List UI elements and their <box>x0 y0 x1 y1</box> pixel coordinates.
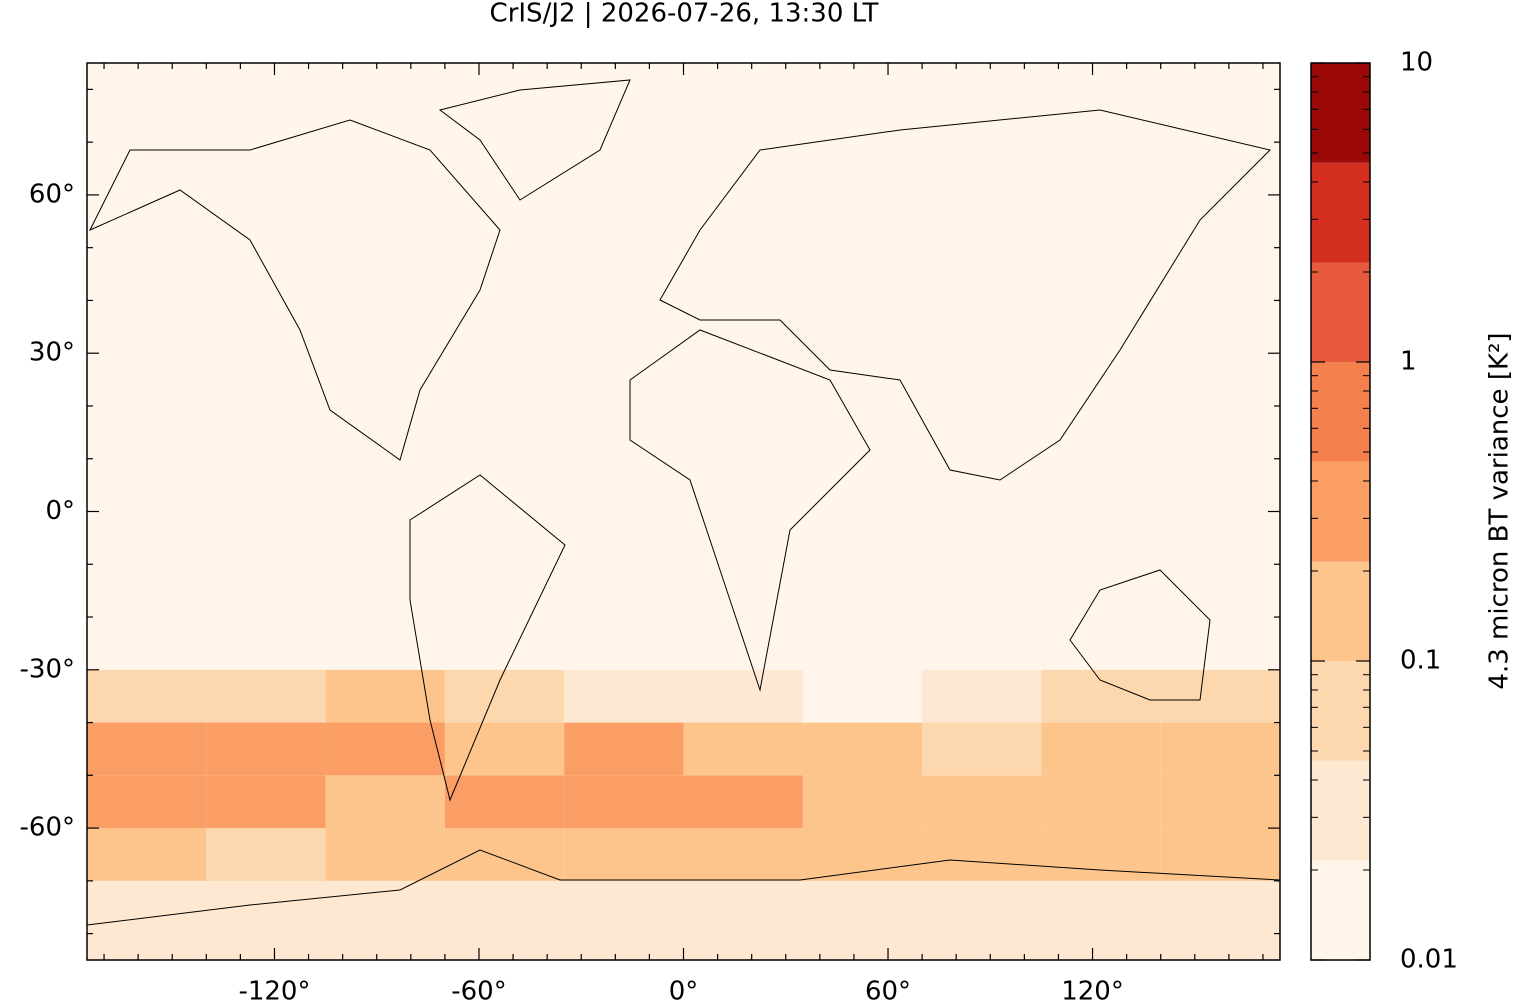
colorbar-band <box>1311 162 1370 263</box>
field-cell <box>683 722 803 776</box>
field-cell <box>87 669 207 723</box>
field-cell <box>444 775 565 829</box>
field-cell <box>564 828 684 881</box>
colorbar-band <box>1311 760 1370 861</box>
field-cell <box>206 880 326 960</box>
x-tick-label: -60° <box>451 977 506 1002</box>
colorbar-tick-label: 1 <box>1400 347 1417 377</box>
field-cell <box>1041 669 1161 723</box>
field-cell <box>325 722 445 776</box>
field-cell <box>206 669 326 723</box>
field-cell <box>87 775 207 829</box>
colorbar-tick-label: 10 <box>1400 48 1433 78</box>
field-cell <box>802 828 923 881</box>
field-cell <box>683 828 803 881</box>
field-cell <box>802 63 923 670</box>
field-cell <box>564 722 684 776</box>
field-cell <box>444 828 565 881</box>
field-cell <box>325 828 445 881</box>
colorbar-band <box>1311 561 1370 661</box>
field-cell <box>802 669 923 723</box>
field-cell <box>564 775 684 829</box>
colorbar-band <box>1311 362 1370 462</box>
field-cell <box>922 828 1042 881</box>
antarctica <box>86 849 1281 926</box>
field-cell <box>444 880 565 960</box>
field-cell <box>444 669 565 723</box>
y-tick-label: 0° <box>45 496 75 526</box>
eurasia <box>659 109 1271 481</box>
field-cell <box>1041 722 1161 776</box>
australia <box>1069 569 1211 701</box>
field-cell <box>1041 63 1161 670</box>
x-tick-label: 60° <box>865 977 911 1002</box>
field-cell <box>325 775 445 829</box>
field-cell <box>683 63 803 670</box>
field-cell <box>206 775 326 829</box>
field-cell <box>1160 828 1280 881</box>
field-cell <box>922 775 1042 829</box>
field-cell <box>206 63 326 670</box>
field-cell <box>802 722 923 776</box>
field-cell <box>1041 828 1161 881</box>
y-tick-label: -60° <box>20 813 75 843</box>
field-cell <box>564 880 684 960</box>
field-cell <box>87 880 207 960</box>
colorbar-band <box>1311 461 1370 562</box>
colorbar-band <box>1311 262 1370 362</box>
field-cell <box>683 669 803 723</box>
y-tick-label: 60° <box>29 179 75 209</box>
africa <box>629 329 871 692</box>
field-cell <box>325 880 445 960</box>
field-cell <box>922 63 1042 670</box>
field-cell <box>1041 775 1161 829</box>
colorbar-band <box>1311 63 1370 163</box>
field-cell <box>1160 63 1280 670</box>
field-cell <box>802 880 923 960</box>
colorbar: 0.01 0.1 1 10 <box>1311 48 1458 975</box>
field-cell <box>1041 880 1161 960</box>
field-cell <box>325 669 445 723</box>
colorbar-frame <box>1310 62 1371 961</box>
field-cell <box>922 722 1042 776</box>
field-cell <box>87 63 207 670</box>
x-tick-label: -120° <box>238 977 310 1002</box>
field-cell <box>1160 880 1280 960</box>
colorbar-band <box>1311 661 1370 761</box>
field-cell <box>325 63 445 670</box>
colorbar-band <box>1311 860 1370 960</box>
field-cell <box>683 880 803 960</box>
y-tick-label: 30° <box>29 338 75 368</box>
x-tick-label: 120° <box>1061 977 1124 1002</box>
axes: -120° -60° 0° 60° 120° -60° -30° 0° 30° 60° <box>20 63 1280 1002</box>
y-tick-label: -30° <box>20 654 75 684</box>
field-cell <box>87 828 207 881</box>
south-america <box>409 474 566 802</box>
field-cell <box>87 722 207 776</box>
field-cell <box>444 722 565 776</box>
field-cell <box>206 828 326 881</box>
field-cell <box>1160 722 1280 776</box>
field-cell <box>922 669 1042 723</box>
colorbar-label: 4.3 micron BT variance [K²] <box>1485 332 1515 689</box>
colorbar-tick-label: 0.01 <box>1400 945 1458 975</box>
chart-title: CrIS/J2 | 2026-07-26, 13:30 LT <box>490 0 879 29</box>
colorbar-tick-label: 0.1 <box>1400 646 1441 676</box>
field-cell <box>564 669 684 723</box>
field-cell <box>564 63 684 670</box>
field <box>87 63 1280 960</box>
field-cell <box>922 880 1042 960</box>
field-cell <box>1160 669 1280 723</box>
x-tick-label: 0° <box>669 977 699 1002</box>
field-cell <box>206 722 326 776</box>
field-cell <box>444 63 565 670</box>
map-frame <box>86 62 1281 961</box>
north-america <box>88 119 501 461</box>
coastlines <box>86 79 1281 926</box>
field-cell <box>802 775 923 829</box>
field-cell <box>683 775 803 829</box>
field-cell <box>1160 775 1280 829</box>
greenland <box>438 79 631 201</box>
